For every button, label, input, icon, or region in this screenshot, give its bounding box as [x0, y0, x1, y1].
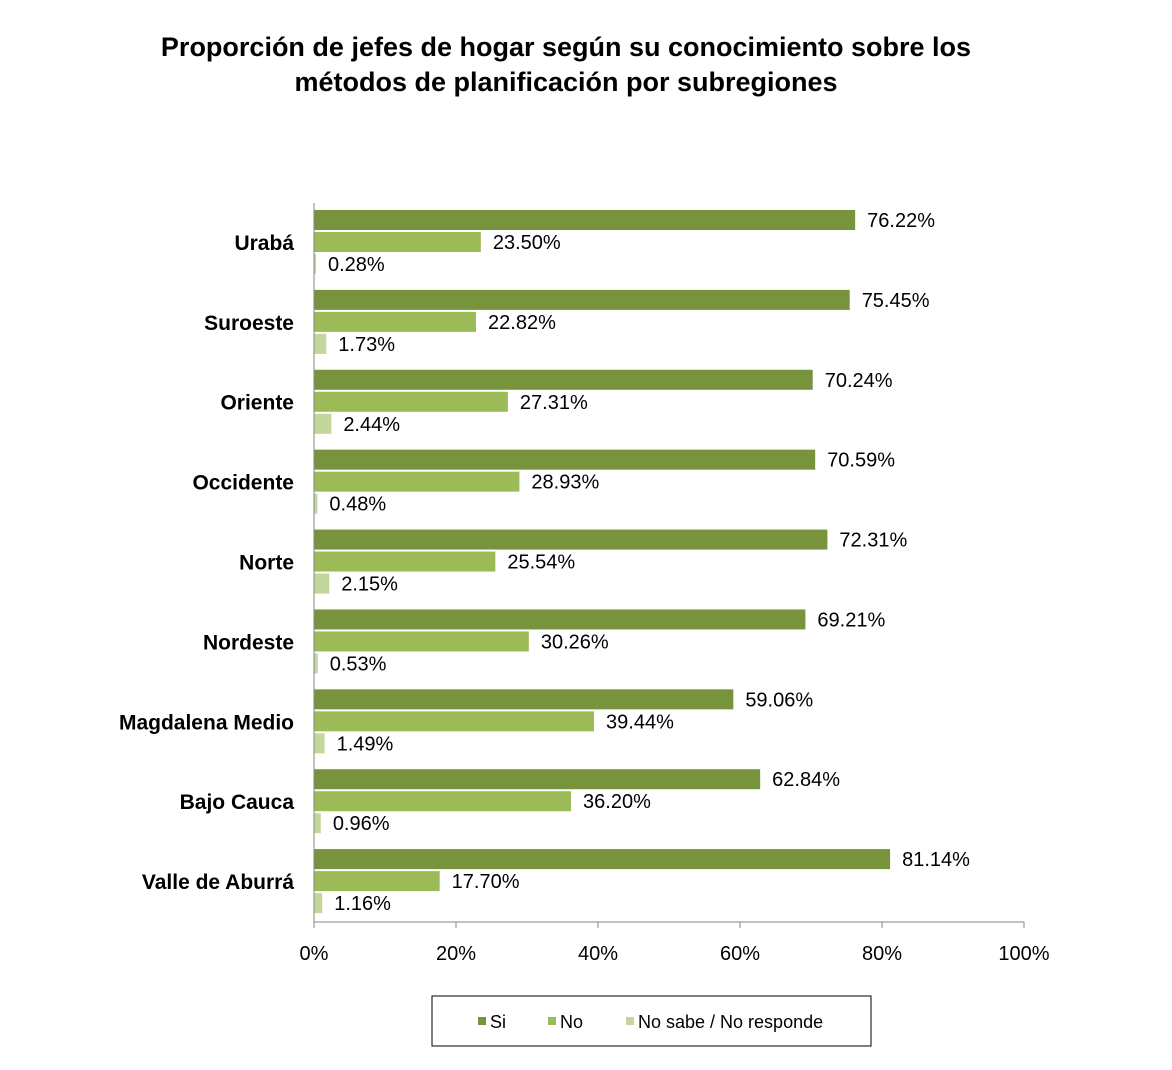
data-label: 17.70% — [452, 871, 520, 893]
x-tick-label: 0% — [300, 943, 329, 965]
bar-no-0 — [314, 232, 481, 252]
data-label: 30.26% — [541, 631, 609, 653]
bar-no-7 — [314, 791, 572, 812]
category-label: Valle de Aburrá — [142, 871, 294, 894]
data-label: 1.49% — [337, 733, 394, 755]
legend-label: Si — [490, 1012, 506, 1032]
data-label: 36.20% — [583, 791, 651, 813]
data-label: 59.06% — [745, 689, 813, 711]
data-label: 0.53% — [330, 653, 387, 675]
data-label: 22.82% — [488, 312, 556, 334]
bar-no-3 — [314, 471, 520, 492]
data-label: 1.16% — [334, 893, 391, 915]
category-label: Norte — [239, 552, 294, 575]
data-label: 81.14% — [902, 849, 970, 871]
data-label: 28.93% — [531, 472, 599, 494]
bar-no-sabe-no-responde-5 — [314, 653, 318, 674]
category-label: Oriente — [220, 392, 294, 415]
bar-no-8 — [314, 871, 440, 892]
category-label: Urabá — [234, 232, 294, 255]
bar-no-sabe-no-responde-7 — [314, 813, 321, 834]
bar-si-8 — [314, 849, 891, 870]
bar-no-6 — [314, 711, 595, 732]
legend-label: No — [560, 1012, 583, 1032]
bar-si-4 — [314, 529, 828, 550]
legend-swatch — [548, 1017, 556, 1025]
x-tick-label: 80% — [862, 943, 902, 965]
bar-si-2 — [314, 369, 813, 390]
bar-si-7 — [314, 769, 761, 790]
data-label: 2.15% — [341, 574, 398, 596]
bar-no-sabe-no-responde-3 — [314, 493, 318, 514]
data-label: 1.73% — [338, 334, 395, 356]
bar-si-0 — [314, 210, 856, 230]
data-label: 0.28% — [328, 254, 385, 276]
bar-no-5 — [314, 631, 529, 652]
data-label: 27.31% — [520, 392, 588, 414]
bar-si-5 — [314, 609, 806, 630]
bar-si-6 — [314, 689, 734, 710]
category-label: Bajo Cauca — [180, 791, 295, 814]
category-label: Magdalena Medio — [119, 711, 294, 734]
data-label: 72.31% — [839, 530, 907, 552]
bar-no-1 — [314, 311, 477, 332]
x-tick-label: 60% — [720, 943, 760, 965]
x-tick-label: 20% — [436, 943, 476, 965]
data-label: 69.21% — [817, 609, 885, 631]
category-label: Occidente — [192, 472, 294, 495]
x-tick-label: 100% — [998, 943, 1049, 965]
legend-label: No sabe / No responde — [638, 1012, 823, 1032]
category-label: Suroeste — [204, 312, 294, 335]
bar-no-sabe-no-responde-4 — [314, 573, 330, 594]
data-label: 23.50% — [493, 232, 561, 254]
legend-swatch — [626, 1017, 634, 1025]
bar-no-sabe-no-responde-2 — [314, 413, 332, 434]
chart-title: Proporción de jefes de hogar según su co… — [40, 30, 1092, 100]
bar-si-3 — [314, 449, 816, 470]
data-label: 76.22% — [867, 210, 935, 232]
bar-no-sabe-no-responde-6 — [314, 733, 325, 754]
legend-box — [431, 995, 872, 1047]
data-label: 0.48% — [329, 494, 386, 516]
data-label: 70.24% — [825, 370, 893, 392]
category-label: Nordeste — [203, 631, 294, 654]
data-label: 62.84% — [772, 769, 840, 791]
bar-no-4 — [314, 551, 496, 572]
data-label: 25.54% — [507, 552, 575, 574]
data-label: 39.44% — [606, 711, 674, 733]
bar-no-sabe-no-responde-0 — [314, 254, 316, 274]
bar-no-sabe-no-responde-8 — [314, 893, 323, 914]
x-tick-label: 40% — [578, 943, 618, 965]
data-label: 0.96% — [333, 813, 390, 835]
bar-no-2 — [314, 391, 508, 412]
chart-title-line-1: Proporción de jefes de hogar según su co… — [160, 32, 972, 62]
data-label: 2.44% — [343, 414, 400, 436]
bar-si-1 — [314, 289, 850, 310]
legend-swatch — [478, 1017, 486, 1025]
data-label: 70.59% — [827, 450, 895, 472]
bar-no-sabe-no-responde-1 — [314, 333, 327, 354]
chart-title-line-2: métodos de planificación por subregiones — [294, 67, 838, 97]
data-label: 75.45% — [862, 290, 930, 312]
